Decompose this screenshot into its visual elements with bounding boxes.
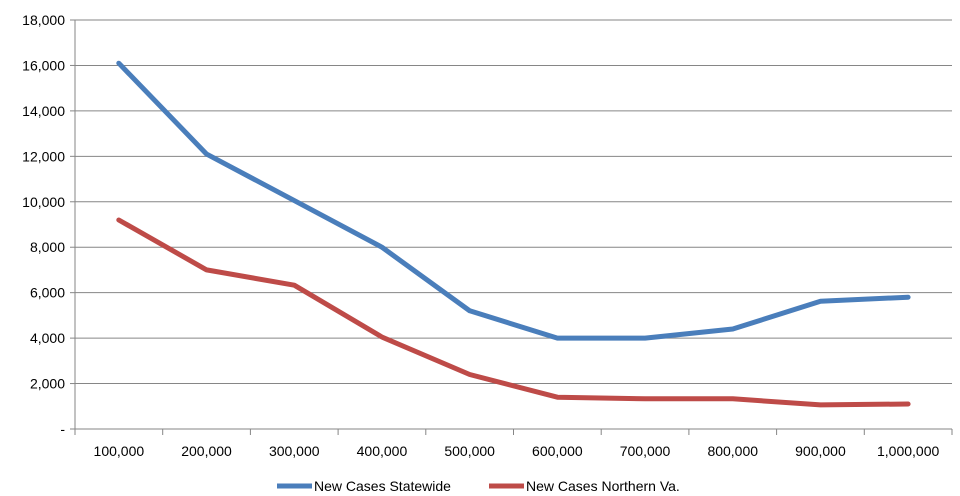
x-tick-label: 700,000 — [620, 443, 671, 459]
y-tick-label: 4,000 — [30, 330, 65, 346]
gridlines — [75, 19, 952, 385]
legend-label: New Cases Statewide — [314, 478, 451, 494]
x-tick-label: 1,000,000 — [877, 443, 939, 459]
x-tick-label: 500,000 — [444, 443, 495, 459]
x-axis-ticks: 100,000 200,000 300,000 400,000 500,000 600,0… — [74, 429, 953, 459]
y-tick-label: 10,000 — [22, 194, 65, 210]
y-tick-label: - — [60, 421, 65, 437]
x-tick-label: 400,000 — [357, 443, 408, 459]
y-tick-label: 8,000 — [30, 239, 65, 255]
y-tick-label: 18,000 — [22, 12, 65, 28]
series-line-2 — [116, 217, 911, 408]
y-tick-label: 6,000 — [30, 285, 65, 301]
y-tick-label: 12,000 — [22, 148, 65, 164]
y-tick-label: 2,000 — [30, 376, 65, 392]
series-lines — [116, 60, 911, 408]
y-axis-ticks: - 2,000 4,000 6,000 8,000 10,000 12,000 14,000 1… — [22, 12, 75, 437]
x-tick-label: 800,000 — [707, 443, 758, 459]
legend-label: New Cases Northern Va. — [526, 478, 680, 494]
y-tick-label: 16,000 — [22, 57, 65, 73]
x-tick-label: 300,000 — [269, 443, 320, 459]
axes — [74, 20, 952, 430]
legend: New Cases Statewide New Cases Northern Va… — [277, 478, 680, 494]
x-tick-label: 100,000 — [94, 443, 145, 459]
y-tick-label: 14,000 — [22, 103, 65, 119]
x-tick-label: 200,000 — [181, 443, 232, 459]
x-tick-label: 900,000 — [795, 443, 846, 459]
x-tick-label: 600,000 — [532, 443, 583, 459]
series-line-1 — [116, 60, 911, 341]
